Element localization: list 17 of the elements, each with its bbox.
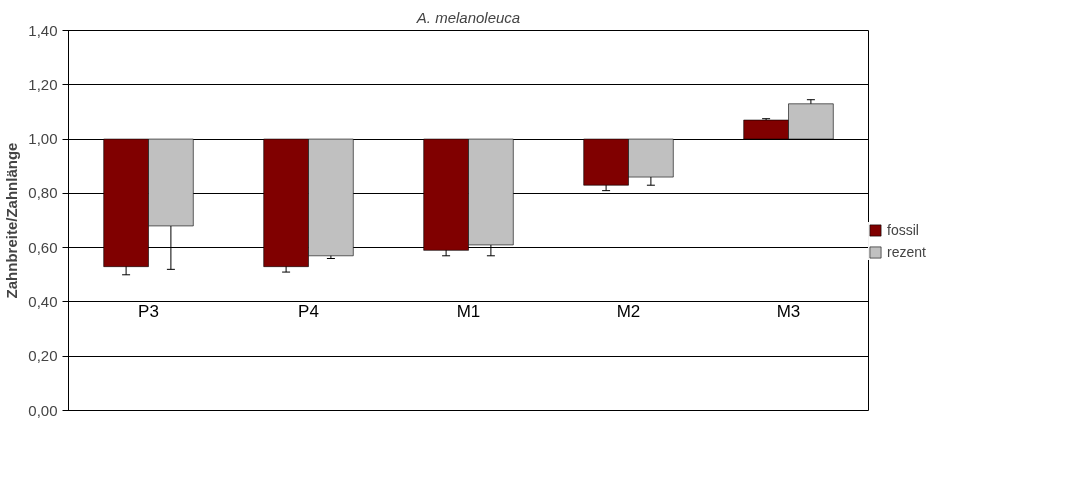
y-tick-label: 0,20 (28, 347, 58, 365)
y-tick-label: 0,80 (28, 184, 58, 202)
x-tick-label: P4 (298, 302, 319, 322)
y-tick-label: 0,00 (28, 401, 58, 419)
y-tick-label: 1,20 (28, 75, 58, 93)
y-tick-label: 0,60 (28, 238, 58, 256)
y-tick-label: 1,40 (28, 21, 58, 39)
x-tick-label: M1 (456, 302, 481, 322)
legend-label: rezent (887, 244, 926, 260)
legend-label: fossil (887, 222, 919, 238)
x-tick-label: M3 (776, 302, 801, 322)
y-tick-label: 0,40 (28, 292, 58, 310)
chart-title: A. melanoleuca (415, 8, 521, 26)
x-tick-label: M2 (616, 302, 641, 322)
x-tick-label: P3 (138, 302, 159, 322)
y-tick-label: 1,00 (28, 130, 58, 148)
y-axis-title: Zahnbreite/Zahnlänge (3, 142, 21, 299)
